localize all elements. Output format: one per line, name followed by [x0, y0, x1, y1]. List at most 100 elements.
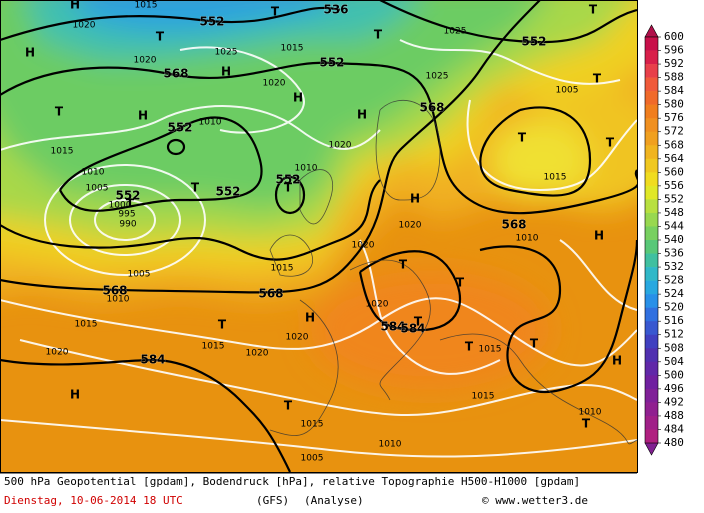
colorbar-tick-label: 552 — [664, 192, 684, 205]
footer-run: (Analyse) — [304, 494, 364, 507]
footer-line: 500 hPa Geopotential [gpdam], Bodendruck… — [4, 475, 580, 488]
colorbar-tick-label: 556 — [664, 179, 684, 192]
colorbar-tick-label: 516 — [664, 314, 684, 327]
colorbar-swatch — [645, 348, 658, 363]
geopotential-label: 584 — [140, 353, 165, 367]
colorbar-swatch — [645, 104, 658, 119]
isobar-label: 1015 — [75, 320, 98, 330]
isobar-label: 1015 — [544, 173, 567, 183]
colorbar-swatch — [645, 253, 658, 268]
pressure-system: T — [126, 197, 135, 211]
colorbar-swatch — [645, 118, 658, 133]
pressure-system: H — [70, 0, 80, 12]
isobar-label: 1010 — [107, 295, 130, 305]
geopotential-label: 552 — [521, 35, 546, 49]
pressure-system: T — [518, 131, 527, 145]
pressure-system: T — [582, 417, 591, 431]
isobar-label: 1020 — [352, 241, 375, 251]
isobar-label: 1005 — [556, 86, 579, 96]
colorbar-tick-label: 596 — [664, 44, 684, 57]
colorbar-swatch — [645, 226, 658, 241]
colorbar-tick-label: 580 — [664, 98, 684, 111]
geopotential-label: 552 — [115, 189, 140, 203]
isobar-label: 1015 — [472, 392, 495, 402]
isobar-label: 1025 — [215, 48, 238, 58]
colorbar-swatch — [645, 50, 658, 65]
geopotential-label: 552 — [199, 15, 224, 29]
colorbar-tick-label: 544 — [664, 219, 684, 232]
isobar-label: 1020 — [366, 300, 389, 310]
isobar-label: 1020 — [46, 348, 69, 358]
pressure-system: H — [594, 229, 604, 243]
colorbar-swatch — [645, 77, 658, 92]
colorbar-tick-label: 588 — [664, 71, 684, 84]
colorbar-swatch — [645, 185, 658, 200]
isobar-label: 1010 — [379, 440, 402, 450]
pressure-system: T — [271, 5, 280, 19]
footer-credit: © www.wetter3.de — [482, 494, 588, 507]
colorbar-swatch — [645, 212, 658, 227]
isobar-label: 1005 — [128, 270, 151, 280]
colorbar-top — [644, 24, 659, 38]
colorbar-bottom — [644, 442, 659, 456]
pressure-system: H — [138, 109, 148, 123]
isobar-label: 1020 — [246, 349, 269, 359]
colorbar-swatch — [645, 375, 658, 390]
colorbar-tick-label: 524 — [664, 287, 684, 300]
pressure-system: H — [305, 311, 315, 325]
isobar-label: 1015 — [202, 342, 225, 352]
colorbar-swatch — [645, 267, 658, 281]
isobar-label: 1015 — [135, 1, 158, 11]
pressure-system: T — [284, 399, 293, 413]
geopotential-label: 568 — [163, 67, 188, 81]
pressure-system: H — [357, 108, 367, 122]
isobar-label: 1010 — [295, 164, 318, 174]
pressure-system: H — [293, 91, 303, 105]
colorbar-tick-label: 520 — [664, 301, 684, 314]
geopotential-label: 536 — [323, 3, 348, 17]
pressure-system: T — [284, 181, 293, 195]
colorbar-swatch — [645, 334, 658, 349]
colorbar-swatch — [645, 280, 658, 295]
pressure-system: T — [456, 276, 465, 290]
isobar-label: 990 — [119, 220, 136, 230]
colorbar-tick-label: 512 — [664, 328, 684, 341]
map-labels: 1020 1015 1020 1025 1020 1015 1025 1025 1005 1015… — [25, 0, 622, 464]
geopotential-label: 584 — [400, 322, 425, 336]
colorbar: 6005965925885845805765725685645605565525… — [644, 24, 684, 456]
colorbar-tick-label: 496 — [664, 382, 684, 395]
colorbar-tick-label: 480 — [664, 436, 684, 449]
isobar-label: 1020 — [399, 221, 422, 231]
isobar-label: 1015 — [271, 264, 294, 274]
colorbar-tick-label: 532 — [664, 260, 684, 273]
isobar-label: 1015 — [281, 44, 304, 54]
colorbar-tick-label: 536 — [664, 247, 684, 260]
isobar-label: 1010 — [579, 408, 602, 418]
pressure-system: T — [191, 181, 200, 195]
colorbar-swatch — [645, 37, 658, 51]
isobar-label: 1015 — [479, 345, 502, 355]
colorbar-swatch — [645, 240, 658, 254]
colorbar-swatch — [645, 131, 658, 146]
isobar-label: 1020 — [329, 141, 352, 151]
colorbar-tick-label: 592 — [664, 57, 684, 70]
colorbar-tick-label: 568 — [664, 138, 684, 151]
isobar-label: 1020 — [134, 56, 157, 66]
pressure-system: H — [25, 46, 35, 60]
colorbar-tick-label: 484 — [664, 422, 684, 435]
isobar-label: 1010 — [199, 118, 222, 128]
pressure-system: T — [374, 28, 383, 42]
colorbar-tick-label: 564 — [664, 152, 684, 165]
colorbar-swatch — [645, 294, 658, 308]
colorbar-swatch — [645, 307, 658, 322]
colorbar-swatch — [645, 172, 658, 187]
colorbar-swatch — [645, 91, 658, 105]
colorbar-tick-label: 576 — [664, 111, 684, 124]
colorbar-swatch — [645, 361, 658, 376]
pressure-system: H — [70, 388, 80, 402]
colorbar-swatch — [645, 415, 658, 430]
colorbar-tick-label: 600 — [664, 30, 684, 43]
geopotential-label: 552 — [319, 56, 344, 70]
